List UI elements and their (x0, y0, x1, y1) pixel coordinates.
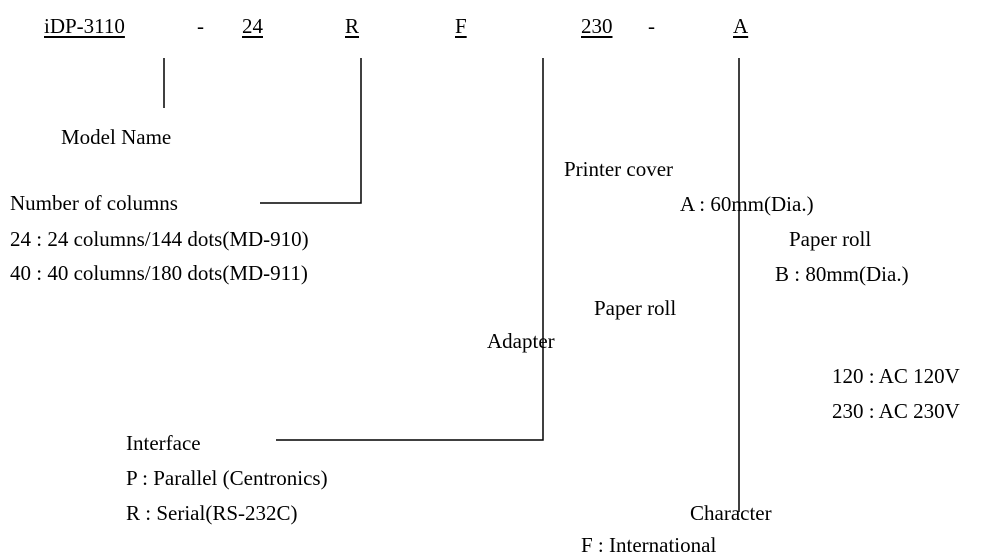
interface-title: Interface (126, 431, 201, 455)
paper-roll-label-2: Paper roll (594, 296, 677, 320)
code-character: F (455, 14, 467, 38)
columns-option-24: 24 : 24 columns/144 dots(MD-910) (10, 227, 309, 251)
code-interface: R (345, 14, 360, 38)
columns-option-40: 40 : 40 columns/180 dots(MD-911) (10, 261, 308, 285)
columns-connector (260, 58, 362, 204)
character-title: Character (690, 501, 772, 525)
code-model: iDP-3110 (44, 14, 125, 38)
adapter-title: Adapter (487, 329, 555, 353)
paper-roll-label-1: Paper roll (789, 227, 872, 251)
code-columns: 24 (242, 14, 263, 38)
code-voltage: 230 (581, 14, 613, 38)
code-dash-2: - (648, 14, 655, 38)
interface-option-p: P : Parallel (Centronics) (126, 466, 328, 490)
model-name-label: Model Name (61, 125, 172, 149)
interface-option-r: R : Serial(RS-232C) (126, 501, 298, 525)
code-dash-1: - (197, 14, 204, 38)
code-option: A (733, 14, 749, 38)
adapter-option-120: 120 : AC 120V (832, 364, 960, 388)
adapter-option-230: 230 : AC 230V (832, 399, 960, 423)
printer-cover-option-b: B : 80mm(Dia.) (775, 262, 909, 286)
printer-cover-title: Printer cover (564, 157, 674, 181)
columns-title: Number of columns (10, 191, 178, 215)
printer-cover-option-a: A : 60mm(Dia.) (680, 192, 814, 216)
interface-connector (276, 58, 544, 441)
character-option-f: F : International (581, 533, 717, 557)
